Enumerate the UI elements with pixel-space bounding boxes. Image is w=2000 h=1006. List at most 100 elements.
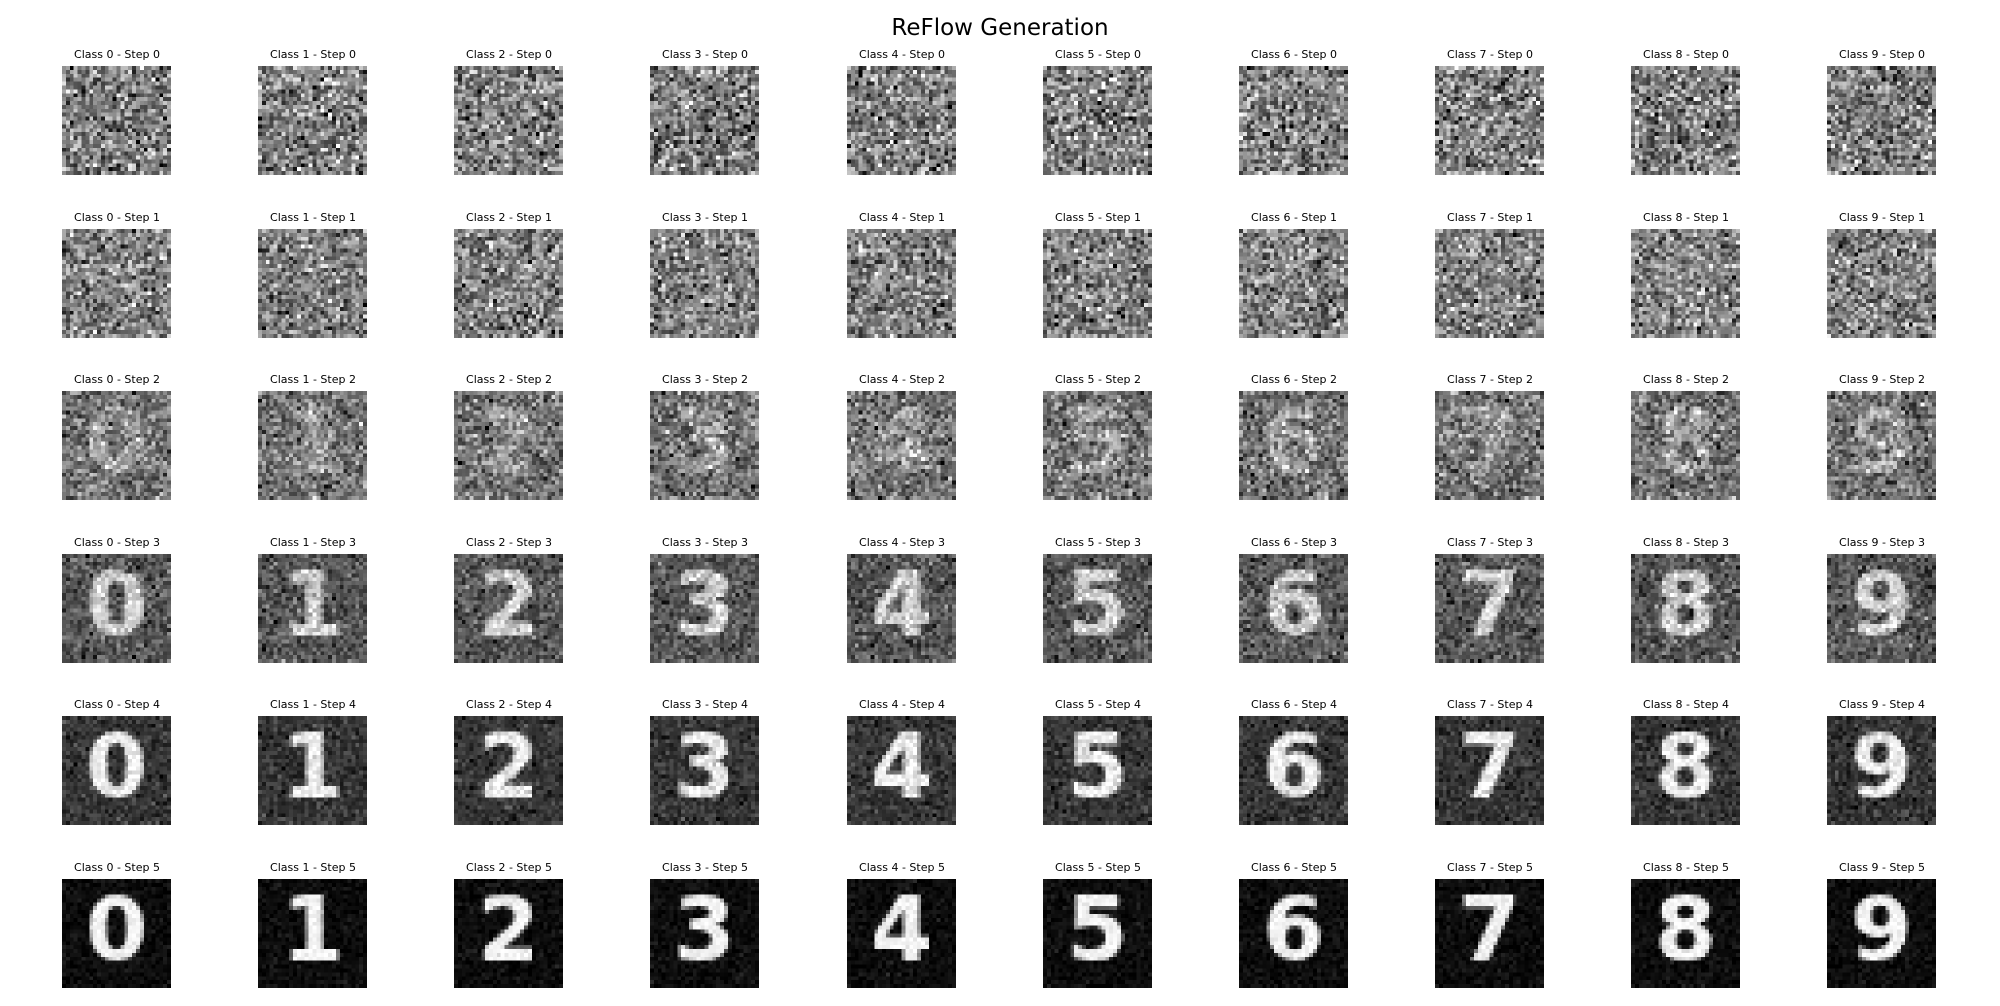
panel-title: Class 1 - Step 4 bbox=[270, 698, 356, 711]
panel-title: Class 7 - Step 5 bbox=[1447, 861, 1533, 874]
panel-title: Class 3 - Step 0 bbox=[662, 48, 748, 61]
generated-digit-image bbox=[1435, 879, 1544, 988]
panel-title: Class 2 - Step 4 bbox=[466, 698, 552, 711]
panel-title: Class 0 - Step 3 bbox=[74, 536, 160, 549]
panel-title: Class 9 - Step 4 bbox=[1839, 698, 1925, 711]
panel-title: Class 9 - Step 1 bbox=[1839, 211, 1925, 224]
panel-class-2-step-1: Class 2 - Step 1 bbox=[429, 211, 589, 356]
panel-class-5-step-3: Class 5 - Step 3 bbox=[1018, 536, 1178, 681]
panel-class-3-step-1: Class 3 - Step 1 bbox=[625, 211, 785, 356]
panel-class-4-step-0: Class 4 - Step 0 bbox=[822, 48, 982, 193]
panel-title: Class 2 - Step 2 bbox=[466, 373, 552, 386]
panel-title: Class 2 - Step 1 bbox=[466, 211, 552, 224]
panel-title: Class 3 - Step 4 bbox=[662, 698, 748, 711]
generated-digit-image bbox=[1043, 229, 1152, 338]
generated-digit-image bbox=[847, 66, 956, 175]
panel-title: Class 1 - Step 3 bbox=[270, 536, 356, 549]
generated-digit-image bbox=[847, 879, 956, 988]
generated-digit-image bbox=[62, 879, 171, 988]
panel-class-1-step-3: Class 1 - Step 3 bbox=[233, 536, 393, 681]
panel-class-3-step-3: Class 3 - Step 3 bbox=[625, 536, 785, 681]
generated-digit-image bbox=[847, 391, 956, 500]
panel-class-2-step-4: Class 2 - Step 4 bbox=[429, 698, 589, 843]
panel-title: Class 5 - Step 0 bbox=[1055, 48, 1141, 61]
generated-digit-image bbox=[847, 229, 956, 338]
panel-class-7-step-2: Class 7 - Step 2 bbox=[1410, 373, 1570, 518]
panel-title: Class 5 - Step 4 bbox=[1055, 698, 1141, 711]
generated-digit-image bbox=[1631, 716, 1740, 825]
panel-title: Class 1 - Step 0 bbox=[270, 48, 356, 61]
panel-class-9-step-3: Class 9 - Step 3 bbox=[1802, 536, 1962, 681]
panel-class-4-step-3: Class 4 - Step 3 bbox=[822, 536, 982, 681]
panel-class-3-step-4: Class 3 - Step 4 bbox=[625, 698, 785, 843]
panel-title: Class 3 - Step 3 bbox=[662, 536, 748, 549]
panel-title: Class 5 - Step 3 bbox=[1055, 536, 1141, 549]
panel-class-9-step-2: Class 9 - Step 2 bbox=[1802, 373, 1962, 518]
panel-class-4-step-5: Class 4 - Step 5 bbox=[822, 861, 982, 1006]
generated-digit-image bbox=[454, 391, 563, 500]
panel-title: Class 7 - Step 2 bbox=[1447, 373, 1533, 386]
generated-digit-image bbox=[454, 554, 563, 663]
panel-class-3-step-0: Class 3 - Step 0 bbox=[625, 48, 785, 193]
generated-digit-image bbox=[258, 716, 367, 825]
generated-digit-image bbox=[1239, 229, 1348, 338]
panel-class-8-step-4: Class 8 - Step 4 bbox=[1606, 698, 1766, 843]
generated-digit-image bbox=[62, 66, 171, 175]
panel-title: Class 4 - Step 1 bbox=[859, 211, 945, 224]
generated-digit-image bbox=[258, 66, 367, 175]
panel-title: Class 8 - Step 5 bbox=[1643, 861, 1729, 874]
generated-digit-image bbox=[847, 716, 956, 825]
generated-digit-image bbox=[258, 391, 367, 500]
panel-title: Class 4 - Step 0 bbox=[859, 48, 945, 61]
generated-digit-image bbox=[847, 554, 956, 663]
panel-title: Class 1 - Step 2 bbox=[270, 373, 356, 386]
panel-title: Class 7 - Step 0 bbox=[1447, 48, 1533, 61]
generated-digit-image bbox=[62, 229, 171, 338]
panel-class-1-step-5: Class 1 - Step 5 bbox=[233, 861, 393, 1006]
panel-title: Class 4 - Step 5 bbox=[859, 861, 945, 874]
generated-digit-image bbox=[1631, 391, 1740, 500]
panel-title: Class 2 - Step 3 bbox=[466, 536, 552, 549]
panel-title: Class 0 - Step 1 bbox=[74, 211, 160, 224]
panel-class-8-step-1: Class 8 - Step 1 bbox=[1606, 211, 1766, 356]
generated-digit-image bbox=[62, 391, 171, 500]
panel-title: Class 6 - Step 3 bbox=[1251, 536, 1337, 549]
panel-title: Class 8 - Step 0 bbox=[1643, 48, 1729, 61]
panel-class-6-step-4: Class 6 - Step 4 bbox=[1214, 698, 1374, 843]
panel-class-4-step-2: Class 4 - Step 2 bbox=[822, 373, 982, 518]
panel-class-5-step-5: Class 5 - Step 5 bbox=[1018, 861, 1178, 1006]
generated-digit-image bbox=[454, 879, 563, 988]
panel-class-8-step-5: Class 8 - Step 5 bbox=[1606, 861, 1766, 1006]
generated-digit-image bbox=[454, 229, 563, 338]
generated-digit-image bbox=[1631, 66, 1740, 175]
panel-title: Class 8 - Step 4 bbox=[1643, 698, 1729, 711]
generated-digit-image bbox=[1435, 716, 1544, 825]
generated-digit-image bbox=[258, 879, 367, 988]
panel-class-6-step-5: Class 6 - Step 5 bbox=[1214, 861, 1374, 1006]
panel-title: Class 6 - Step 2 bbox=[1251, 373, 1337, 386]
panel-class-5-step-1: Class 5 - Step 1 bbox=[1018, 211, 1178, 356]
generated-digit-image bbox=[650, 716, 759, 825]
panel-class-6-step-0: Class 6 - Step 0 bbox=[1214, 48, 1374, 193]
panel-class-2-step-5: Class 2 - Step 5 bbox=[429, 861, 589, 1006]
generated-digit-image bbox=[1827, 716, 1936, 825]
generated-digit-image bbox=[1435, 391, 1544, 500]
panel-title: Class 8 - Step 2 bbox=[1643, 373, 1729, 386]
generated-digit-image bbox=[1043, 879, 1152, 988]
generated-digit-image bbox=[1435, 554, 1544, 663]
generated-digit-image bbox=[62, 554, 171, 663]
panel-class-8-step-0: Class 8 - Step 0 bbox=[1606, 48, 1766, 193]
generated-digit-image bbox=[1435, 66, 1544, 175]
panel-title: Class 4 - Step 3 bbox=[859, 536, 945, 549]
panel-title: Class 7 - Step 4 bbox=[1447, 698, 1533, 711]
panel-class-2-step-3: Class 2 - Step 3 bbox=[429, 536, 589, 681]
generated-digit-image bbox=[1239, 716, 1348, 825]
panel-title: Class 1 - Step 5 bbox=[270, 861, 356, 874]
generated-digit-image bbox=[1631, 554, 1740, 663]
generated-digit-image bbox=[454, 66, 563, 175]
panel-title: Class 8 - Step 1 bbox=[1643, 211, 1729, 224]
panel-class-6-step-3: Class 6 - Step 3 bbox=[1214, 536, 1374, 681]
generated-digit-image bbox=[1827, 879, 1936, 988]
generated-digit-image bbox=[1043, 66, 1152, 175]
panel-title: Class 0 - Step 4 bbox=[74, 698, 160, 711]
